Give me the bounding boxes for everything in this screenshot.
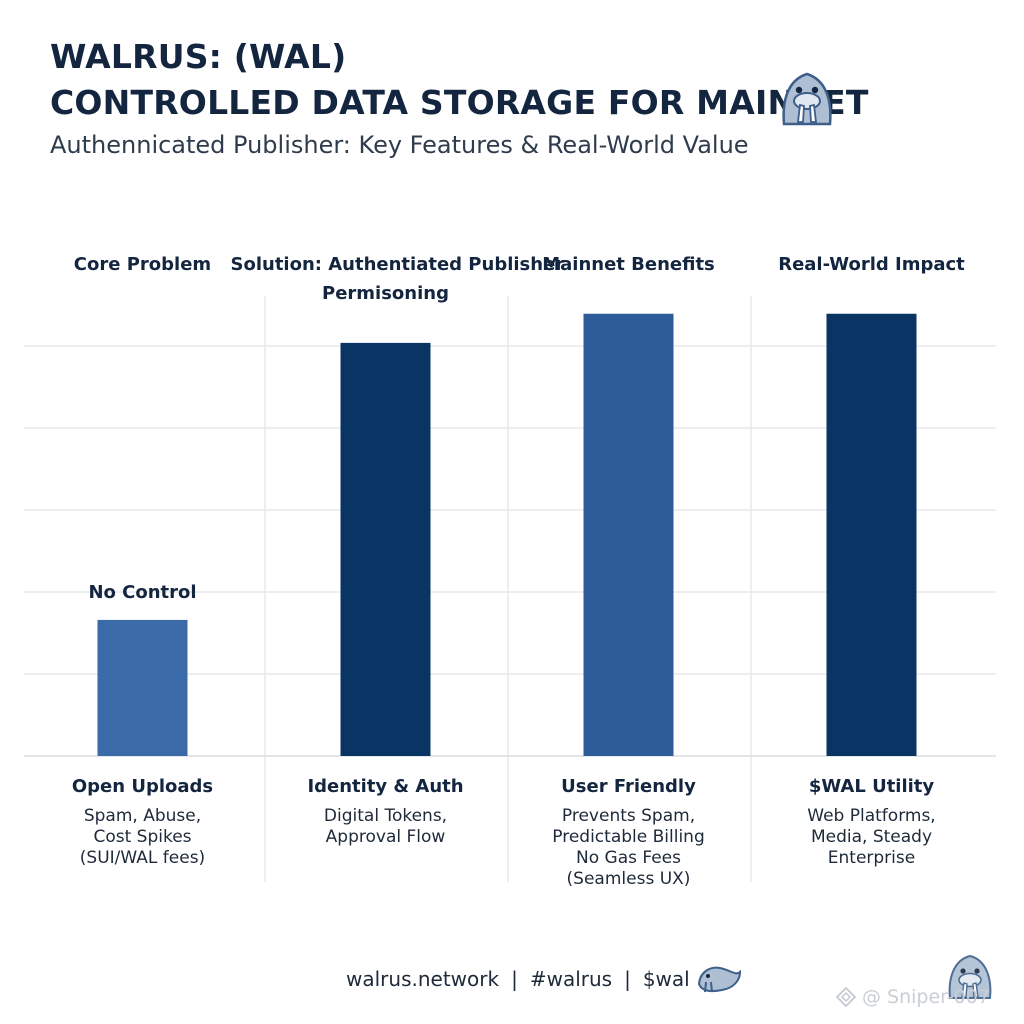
category-description-line: Approval Flow xyxy=(325,827,446,847)
footer-site[interactable]: walrus.network xyxy=(346,967,500,991)
bar xyxy=(826,313,917,756)
category-description: Spam, Abuse, Cost Spikes (SUI/WAL fees) xyxy=(23,806,263,869)
footer: walrus.network | #walrus | $wal xyxy=(346,962,744,996)
bar-label: No Control xyxy=(88,581,197,603)
column-header: Core Problem xyxy=(0,250,298,279)
column-header: Solution: Authentiated Publisher Permison… xyxy=(230,250,565,308)
column-header-line: Mainnet Benefits xyxy=(542,254,715,275)
category-description-line: (Seamless UX) xyxy=(566,869,691,889)
category-label: Open Uploads xyxy=(71,776,214,797)
column-header: Real-World Impact xyxy=(717,250,1024,279)
category-description: Prevents Spam, Predictable Billing No Gas … xyxy=(509,806,749,890)
category-description-line: Predictable Billing xyxy=(552,827,705,847)
watermark-icon xyxy=(836,987,856,1007)
walrus-icon xyxy=(782,72,832,126)
bar-chart xyxy=(24,296,996,882)
watermark-text: @ Sniper-007 xyxy=(862,986,990,1008)
subtitle: Authennicated Publisher: Key Features & … xyxy=(50,131,749,159)
watermark: @ Sniper-007 xyxy=(836,986,990,1008)
footer-separator: | xyxy=(624,967,631,991)
bar xyxy=(97,619,188,756)
category-description: Web Platforms, Media, Steady Enterprise xyxy=(752,806,992,869)
bar xyxy=(583,313,674,756)
category-description-line: Web Platforms, xyxy=(807,806,936,826)
category-description-line: Spam, Abuse, xyxy=(83,806,202,826)
category-label: $WAL Utility xyxy=(808,776,935,797)
footer-hashtag[interactable]: #walrus xyxy=(529,967,613,991)
category-description-line: Enterprise xyxy=(827,848,916,868)
category-label: Identity & Auth xyxy=(307,776,464,797)
column-header-line: Permisoning xyxy=(322,283,449,304)
walrus-small-icon xyxy=(697,966,741,993)
column-header-line: Real-World Impact xyxy=(778,254,965,275)
bar xyxy=(340,342,431,756)
category-description-line: Prevents Spam, xyxy=(561,806,696,826)
column-header: Mainnet Benefits xyxy=(474,250,784,279)
category-description-line: No Gas Fees xyxy=(576,848,681,868)
category-label: User Friendly xyxy=(561,776,696,797)
title-line-2: CONTROLLED DATA STORAGE FOR MAINNET xyxy=(50,83,869,122)
column-header-line: Core Problem xyxy=(73,254,212,275)
footer-separator: | xyxy=(511,967,518,991)
title-line-1: WALRUS: (WAL) xyxy=(50,37,347,76)
category-description-line: (SUI/WAL fees) xyxy=(79,848,206,868)
category-description: Digital Tokens, Approval Flow xyxy=(266,806,506,848)
category-description-line: Media, Steady xyxy=(810,827,933,847)
category-description-line: Cost Spikes xyxy=(93,827,192,847)
category-description-line: Digital Tokens, xyxy=(323,806,448,826)
walrus-corner-icon xyxy=(948,954,992,999)
column-header-line: Solution: Authentiated Publisher xyxy=(230,254,565,275)
footer-ticker: $wal xyxy=(642,967,690,991)
